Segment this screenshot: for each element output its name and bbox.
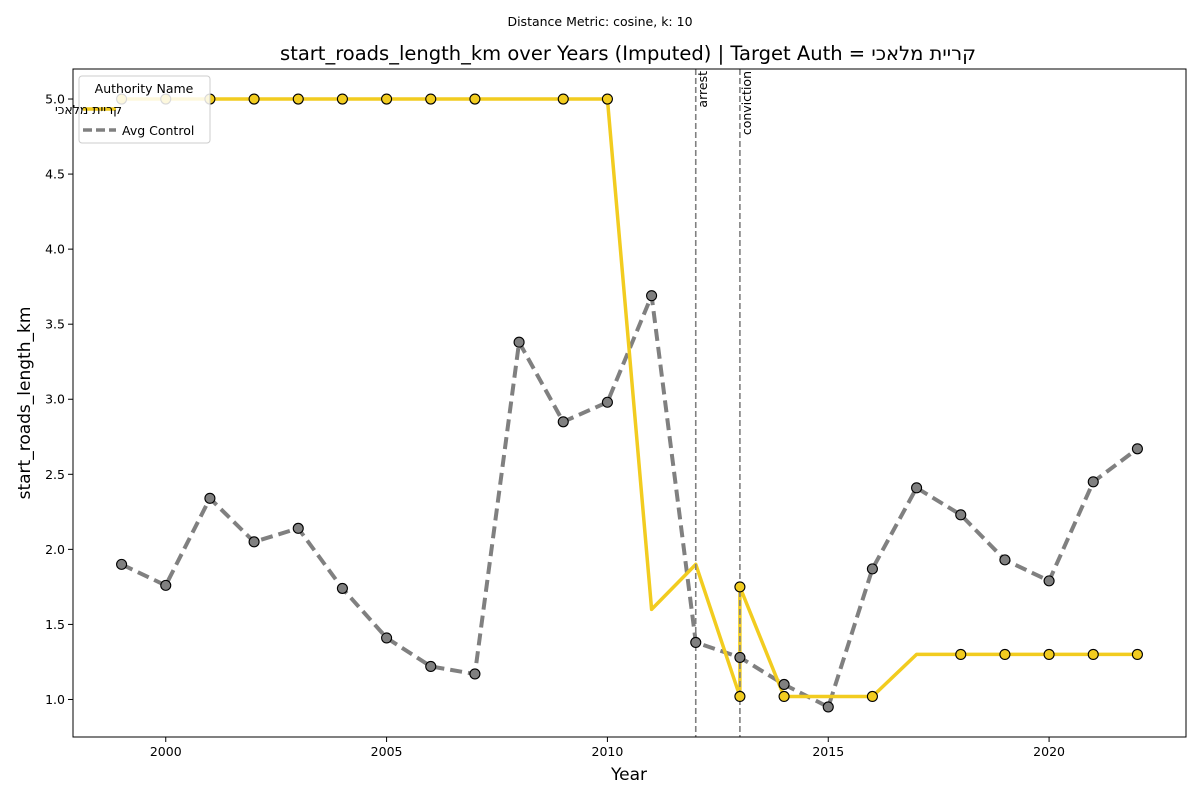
data-point-avg-control xyxy=(513,336,525,348)
y-tick-label: 1.5 xyxy=(45,617,65,632)
data-point-avg-control xyxy=(1087,476,1099,488)
x-tick-label: 2005 xyxy=(371,744,403,759)
data-point-target-authority xyxy=(248,93,260,105)
y-axis-label: start_roads_length_km xyxy=(15,307,35,500)
legend: Authority Name קריית מלאכי Avg Control xyxy=(55,75,211,144)
data-point-avg-control xyxy=(690,636,702,648)
series-line-avg-control xyxy=(120,293,1139,709)
y-tick-label: 5.0 xyxy=(45,92,65,107)
data-point-avg-control xyxy=(646,290,658,302)
data-point-target-authority xyxy=(955,648,967,660)
data-point-target-authority xyxy=(1087,648,1099,660)
data-point-avg-control xyxy=(1131,443,1143,455)
data-point-target-authority xyxy=(292,93,304,105)
data-point-avg-control xyxy=(955,509,967,521)
legend-label-control: Avg Control xyxy=(122,123,194,138)
x-axis: 2000 2005 2010 2015 2020 xyxy=(150,737,1065,759)
series-line-target-authority xyxy=(121,97,1138,699)
data-point-avg-control xyxy=(557,416,569,428)
plot-frame xyxy=(72,68,1187,738)
data-point-target-authority xyxy=(425,93,437,105)
event-label-arrest: arrest xyxy=(695,71,710,108)
x-tick-label: 2015 xyxy=(812,744,844,759)
data-point-target-authority xyxy=(1131,648,1143,660)
data-point-target-authority xyxy=(1043,648,1055,660)
data-point-target-authority xyxy=(866,690,878,703)
data-point-avg-control xyxy=(734,651,746,663)
event-label-conviction: conviction xyxy=(739,71,754,135)
data-point-target-authority xyxy=(469,93,481,105)
chart-title: start_roads_length_km over Years (Impute… xyxy=(280,42,976,65)
x-axis-label: Year xyxy=(610,765,647,785)
data-point-avg-control xyxy=(204,492,216,504)
data-point-avg-control xyxy=(911,482,923,494)
data-point-avg-control xyxy=(116,558,128,570)
chart-suptitle: Distance Metric: cosine, k: 10 xyxy=(507,14,692,29)
data-point-avg-control xyxy=(248,536,260,548)
legend-box xyxy=(78,75,211,144)
data-point-target-authority xyxy=(734,581,746,593)
data-point-avg-control xyxy=(469,668,481,680)
data-point-avg-control xyxy=(822,701,834,713)
x-tick-label: 2010 xyxy=(592,744,624,759)
x-tick-label: 2020 xyxy=(1033,744,1065,759)
y-tick-label: 1.0 xyxy=(45,692,65,707)
data-point-avg-control xyxy=(292,522,304,534)
data-point-avg-control xyxy=(381,632,393,644)
x-tick-label: 2000 xyxy=(150,744,182,759)
data-point-target-authority xyxy=(557,93,569,105)
data-point-target-authority xyxy=(734,690,746,703)
data-point-target-authority xyxy=(336,93,348,105)
data-point-avg-control xyxy=(425,660,437,672)
legend-label-target: קריית מלאכי xyxy=(55,102,122,117)
data-point-avg-control xyxy=(999,554,1011,566)
data-point-target-authority xyxy=(778,690,790,703)
y-axis: 1.0 1.5 2.0 2.5 3.0 3.5 4.0 4.5 5.0 xyxy=(45,92,73,707)
y-tick-label: 4.5 xyxy=(45,167,65,182)
data-point-avg-control xyxy=(866,563,878,575)
y-tick-label: 4.0 xyxy=(45,242,65,257)
data-point-avg-control xyxy=(1043,575,1055,587)
data-point-avg-control xyxy=(601,396,613,408)
data-point-target-authority xyxy=(601,93,613,105)
data-point-target-authority xyxy=(999,648,1011,660)
plot-area: arrest conviction xyxy=(116,69,1143,737)
data-point-target-authority xyxy=(381,93,393,105)
data-point-avg-control xyxy=(160,579,172,591)
data-point-avg-control xyxy=(336,582,348,594)
data-point-avg-control xyxy=(778,678,790,691)
y-tick-label: 3.0 xyxy=(45,392,65,407)
y-tick-label: 3.5 xyxy=(45,317,65,332)
y-tick-label: 2.0 xyxy=(45,542,65,557)
y-tick-label: 2.5 xyxy=(45,467,65,482)
legend-title: Authority Name xyxy=(95,81,194,96)
